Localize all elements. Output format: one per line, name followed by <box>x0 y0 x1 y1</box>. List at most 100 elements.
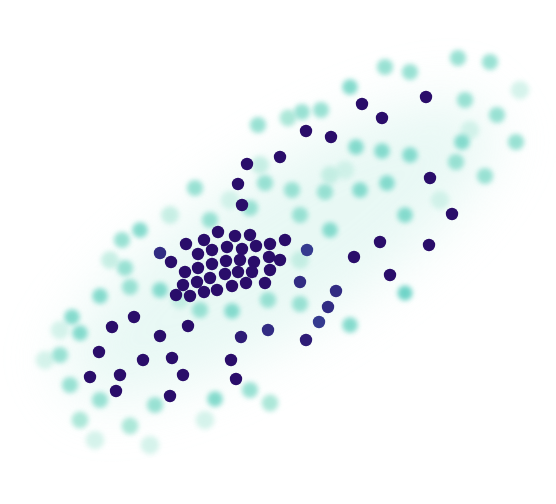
point <box>147 397 163 413</box>
point <box>398 286 413 301</box>
point <box>376 112 388 124</box>
point <box>402 147 418 163</box>
point <box>170 289 182 301</box>
point <box>356 98 368 110</box>
point <box>511 81 530 100</box>
point <box>154 330 166 342</box>
point <box>206 258 218 270</box>
point <box>117 260 133 276</box>
point <box>446 208 458 220</box>
point <box>232 178 244 190</box>
point <box>92 288 108 304</box>
point <box>292 207 308 223</box>
point <box>377 59 393 75</box>
point <box>374 143 390 159</box>
point <box>165 256 177 268</box>
point <box>110 385 122 397</box>
point <box>264 264 276 276</box>
point <box>198 234 210 246</box>
point <box>279 234 291 246</box>
point <box>294 104 310 120</box>
chart-container <box>0 0 556 504</box>
point <box>192 262 204 274</box>
point <box>431 191 450 210</box>
point <box>448 154 464 170</box>
point <box>221 241 233 253</box>
point <box>246 266 258 278</box>
point <box>342 79 358 95</box>
point <box>106 321 118 333</box>
point <box>36 351 55 370</box>
point <box>152 282 168 298</box>
point <box>177 279 189 291</box>
point <box>402 64 418 80</box>
point <box>128 311 140 323</box>
point <box>164 390 176 402</box>
chart-svg <box>0 0 556 504</box>
point <box>187 180 203 196</box>
point <box>220 255 232 267</box>
point <box>264 238 276 250</box>
plot-area <box>26 50 535 455</box>
point <box>198 286 210 298</box>
point <box>384 269 396 281</box>
point <box>322 222 338 238</box>
point <box>508 134 524 150</box>
point <box>226 280 238 292</box>
point <box>192 302 208 318</box>
point <box>204 272 216 284</box>
point <box>423 239 435 251</box>
point <box>280 110 297 127</box>
point <box>274 151 286 163</box>
point <box>397 207 413 223</box>
point <box>348 251 360 263</box>
point <box>274 254 286 266</box>
point <box>250 117 266 133</box>
point <box>457 92 473 108</box>
point <box>342 317 358 333</box>
point <box>260 292 276 308</box>
point <box>211 284 223 296</box>
point <box>242 382 258 398</box>
point <box>454 134 470 150</box>
point <box>294 276 306 288</box>
point <box>232 266 244 278</box>
point <box>424 172 436 184</box>
point <box>212 226 224 238</box>
point <box>207 391 223 407</box>
point <box>206 244 218 256</box>
point <box>224 303 240 319</box>
point <box>229 230 241 242</box>
point <box>313 316 325 328</box>
point <box>374 236 386 248</box>
point <box>477 168 493 184</box>
point <box>137 354 149 366</box>
point <box>101 251 119 269</box>
point <box>257 175 273 191</box>
point <box>122 279 138 295</box>
point <box>313 102 329 118</box>
point <box>250 240 262 252</box>
point <box>230 373 242 385</box>
point <box>92 392 108 408</box>
point <box>259 277 271 289</box>
point <box>325 131 337 143</box>
point <box>51 321 70 340</box>
point <box>202 212 218 228</box>
point <box>84 371 96 383</box>
point <box>72 325 88 341</box>
point <box>196 411 215 430</box>
point <box>330 285 342 297</box>
point <box>72 412 89 429</box>
point <box>191 276 203 288</box>
point <box>184 290 196 302</box>
point <box>322 301 334 313</box>
point <box>244 229 256 241</box>
point <box>161 206 179 224</box>
point <box>114 232 130 248</box>
point <box>348 139 364 155</box>
point <box>235 331 247 343</box>
point <box>300 125 312 137</box>
point <box>93 346 105 358</box>
point <box>219 268 231 280</box>
